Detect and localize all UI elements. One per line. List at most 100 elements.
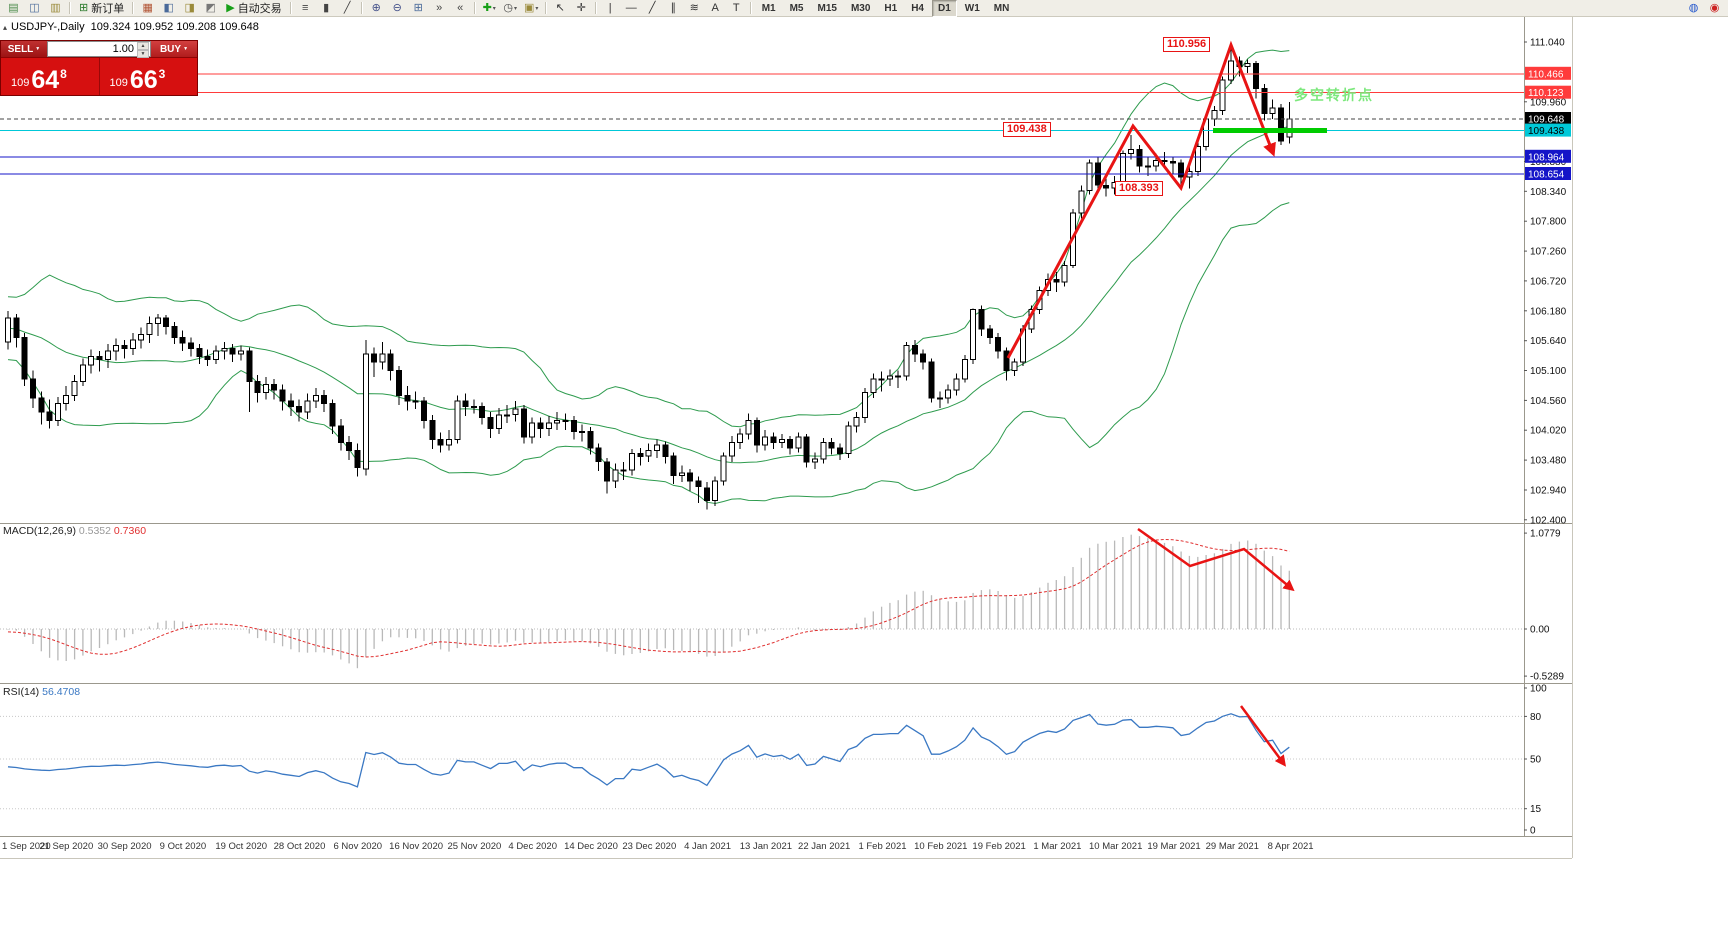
fibonacci-icon: ≋ [689, 1, 699, 14]
horizontal-line-icon[interactable]: — [621, 1, 642, 16]
timeframe-h1-button[interactable]: H1 [884, 2, 898, 14]
svg-text:104.560: 104.560 [1530, 396, 1567, 407]
sell-price-display[interactable]: 109 64 8 [1, 58, 99, 95]
crosshair-icon[interactable]: ✛ [571, 1, 592, 16]
candlestick-chart-icon[interactable]: ▮ [316, 1, 337, 16]
toolbar-separator [289, 2, 292, 14]
svg-text:1 Mar 2021: 1 Mar 2021 [1033, 841, 1081, 852]
rsi-indicator-label: RSI(14) 56.4708 [3, 686, 80, 698]
market-watch-icon[interactable]: ▦ [137, 1, 158, 16]
auto-scroll-icon[interactable]: » [429, 1, 450, 16]
svg-text:108.654: 108.654 [1528, 170, 1565, 181]
volume-stepper[interactable]: ▲ ▼ [137, 42, 149, 58]
toolbar-separator [594, 2, 597, 14]
new-chart-icon: ▤ [8, 1, 19, 14]
one-click-trading-panel: SELL ▼ 1.00 ▲ ▼ BUY ▼ 109 64 8 109 66 3 [0, 40, 198, 96]
tile-windows-icon[interactable]: ⊞ [408, 1, 429, 16]
data-window-icon[interactable]: ◧ [158, 1, 179, 16]
toolbar-separator [69, 2, 71, 14]
text-icon[interactable]: A [705, 1, 726, 16]
cursor-icon[interactable]: ↖ [550, 1, 571, 16]
plugin-alert-icon[interactable]: ◉ [1704, 1, 1725, 16]
chart-shift-icon[interactable]: « [450, 1, 471, 16]
line-chart-icon[interactable]: ╱ [337, 1, 358, 16]
new-order-button-label: 新订单 [91, 3, 125, 15]
refresh-icon[interactable]: ▥ [45, 1, 66, 16]
sell-button[interactable]: SELL ▼ [1, 41, 47, 57]
zoom-in-icon[interactable]: ⊕ [366, 1, 387, 16]
rsi-value: 56.4708 [42, 686, 81, 698]
svg-text:109.438: 109.438 [1528, 126, 1565, 137]
timeframe-m30-button[interactable]: M30 [850, 2, 871, 14]
cursor-icon: ↖ [555, 1, 565, 14]
svg-text:1 Sep 2020: 1 Sep 2020 [2, 841, 51, 852]
price-axis[interactable]: 111.040109.960108.880108.340107.800107.2… [1524, 38, 1571, 527]
chart-symbol-info: ▴ USDJPY-,Daily 109.324 109.952 109.208 … [3, 21, 259, 33]
data-window-icon: ◧ [163, 1, 174, 14]
svg-text:16 Nov 2020: 16 Nov 2020 [389, 841, 443, 852]
svg-text:109.648: 109.648 [1528, 115, 1565, 126]
auto-trading-button[interactable]: ▶ 自动交易 [221, 1, 286, 16]
crosshair-icon: ✛ [576, 1, 586, 14]
templates-icon[interactable]: ▣ ▾ [521, 1, 542, 16]
annotation-label-low[interactable]: 108.393 [1115, 181, 1163, 196]
macd-indicator-label: MACD(12,26,9) 0.5352 0.7360 [3, 525, 146, 537]
sell-price-big: 64 [31, 66, 60, 94]
annotation-label-level[interactable]: 109.438 [1003, 122, 1051, 137]
new-order-button[interactable]: ⊞ 新订单 [74, 1, 129, 16]
macd-axis: 1.0779 0.00 -0.5289 [1524, 529, 1564, 683]
timeframe-m15-button[interactable]: M15 [817, 2, 837, 14]
sell-price-prefix: 109 [11, 77, 30, 89]
plugin-chart-icon: ◍ [1688, 1, 1699, 14]
annotation-label-high[interactable]: 110.956 [1163, 37, 1211, 52]
volume-input[interactable]: 1.00 ▲ ▼ [47, 41, 151, 58]
toolbar-separator [360, 2, 363, 14]
buy-price-pip: 3 [158, 67, 166, 81]
trendline-icon[interactable]: ╱ [642, 1, 663, 16]
terminal-icon: ◩ [205, 1, 216, 14]
volume-down-icon[interactable]: ▼ [137, 50, 149, 58]
timeframe-d1-button[interactable]: D1 [932, 0, 957, 17]
horizontal-level-lines[interactable] [0, 73, 1524, 175]
timeframe-mn-button[interactable]: MN [993, 2, 1010, 14]
channel-icon[interactable]: ∥ [663, 1, 684, 16]
periods-icon[interactable]: ◷ ▾ [500, 1, 521, 16]
fibonacci-icon[interactable]: ≋ [684, 1, 705, 16]
indicators-icon[interactable]: ✚ ▾ [479, 1, 500, 16]
bar-chart-icon[interactable]: ≡ [295, 1, 316, 16]
turning-point-note[interactable]: 多空转折点 [1294, 87, 1374, 103]
timeframe-m5-button[interactable]: M5 [789, 2, 804, 14]
one-click-price-row: 109 64 8 109 66 3 [1, 57, 197, 95]
label-icon[interactable]: T [726, 1, 747, 16]
buy-button[interactable]: BUY ▼ [151, 41, 197, 57]
profiles-icon: ◫ [29, 1, 40, 14]
buy-price-display[interactable]: 109 66 3 [98, 58, 198, 95]
new-chart-icon[interactable]: ▤ [3, 1, 24, 16]
toolbar-separator [132, 2, 135, 14]
terminal-icon[interactable]: ◩ [200, 1, 221, 16]
label-icon: T [732, 1, 740, 14]
zoom-out-icon[interactable]: ⊖ [387, 1, 408, 16]
horizontal-line-icon: — [625, 1, 637, 14]
navigator-icon[interactable]: ◨ [179, 1, 200, 16]
one-click-header-row: SELL ▼ 1.00 ▲ ▼ BUY ▼ [1, 41, 197, 58]
svg-text:80: 80 [1530, 712, 1542, 723]
timeframe-m1-button[interactable]: M1 [761, 2, 776, 14]
svg-text:1 Feb 2021: 1 Feb 2021 [858, 841, 906, 852]
templates-icon: ▣ [523, 1, 535, 14]
timeframe-w1-button[interactable]: W1 [964, 2, 980, 14]
profiles-icon[interactable]: ◫ [24, 1, 45, 16]
timeframe-h4-button[interactable]: H4 [911, 2, 924, 14]
svg-text:100: 100 [1530, 684, 1547, 695]
dropdown-caret-icon: ▾ [513, 5, 517, 12]
volume-up-icon[interactable]: ▲ [137, 42, 149, 50]
svg-text:103.480: 103.480 [1530, 456, 1567, 467]
trend-annotations[interactable] [1006, 40, 1327, 767]
vertical-line-icon[interactable]: | [600, 1, 621, 16]
svg-text:10 Feb 2021: 10 Feb 2021 [914, 841, 967, 852]
chart-shift-icon: « [457, 1, 464, 14]
plugin-chart-icon[interactable]: ◍ [1683, 1, 1704, 16]
